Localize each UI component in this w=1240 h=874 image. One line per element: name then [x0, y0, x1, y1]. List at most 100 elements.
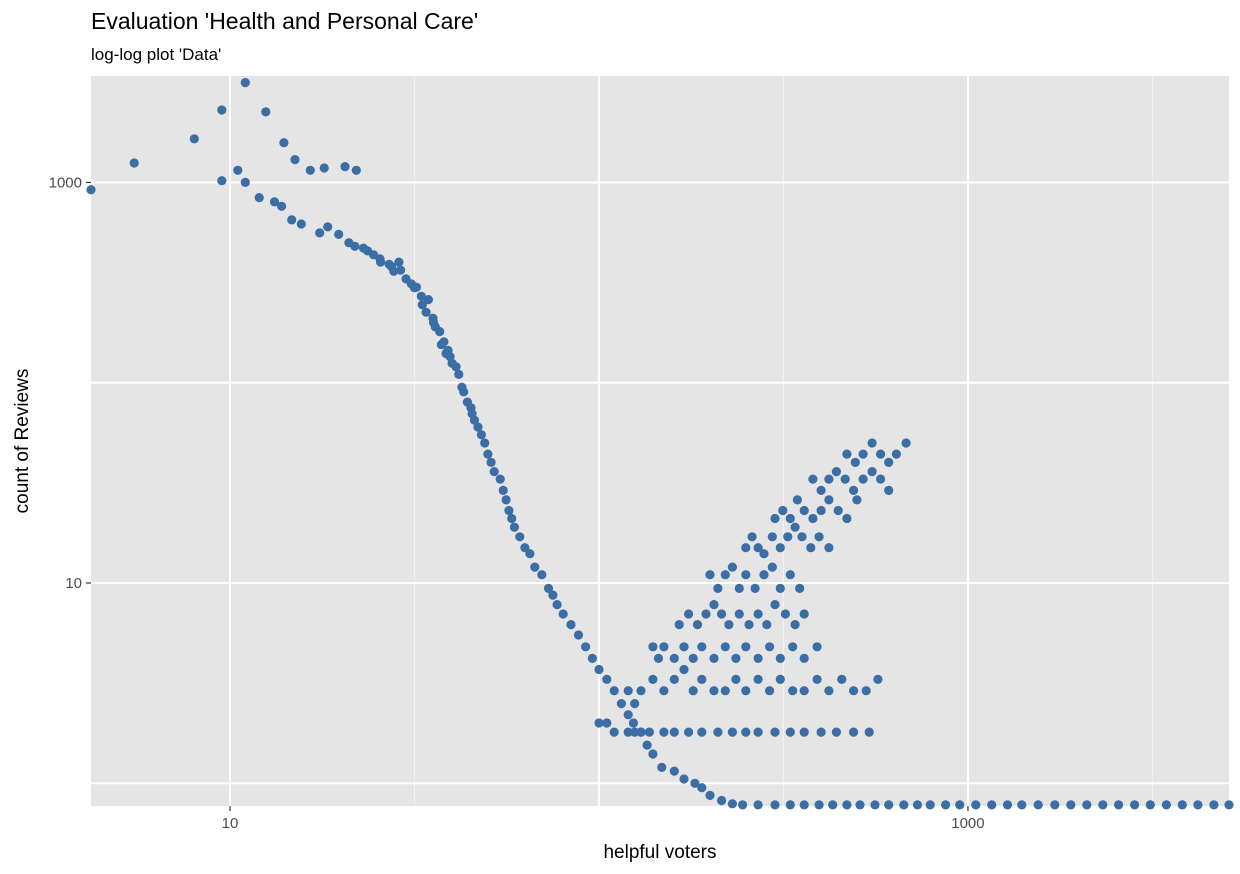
data-point — [684, 727, 694, 737]
data-point — [537, 570, 547, 580]
data-point — [642, 740, 652, 750]
data-point — [901, 438, 911, 448]
data-point — [688, 653, 698, 664]
data-point — [941, 800, 951, 810]
data-point — [566, 620, 576, 630]
data-point — [788, 642, 798, 652]
data-point — [814, 800, 824, 810]
data-point — [630, 699, 640, 709]
data-point — [319, 163, 329, 173]
data-point — [679, 774, 689, 784]
data-point — [679, 664, 689, 675]
data-point — [753, 800, 763, 810]
data-point — [423, 295, 433, 305]
data-point — [833, 505, 843, 516]
data-point — [581, 642, 591, 652]
data-point — [837, 674, 847, 685]
data-point — [435, 327, 445, 337]
data-point — [389, 266, 399, 276]
data-point — [609, 686, 619, 696]
axes: 10 1000 10 1000 — [49, 174, 985, 832]
x-tick-label: 10 — [222, 815, 239, 832]
data-point — [741, 642, 751, 652]
data-point — [705, 790, 715, 801]
data-point — [799, 727, 809, 737]
data-point — [785, 727, 795, 737]
data-point — [720, 570, 730, 580]
data-point — [770, 727, 780, 737]
y-axis-title: count of Reviews — [12, 369, 33, 514]
data-point — [501, 495, 511, 505]
data-point — [842, 513, 852, 524]
data-point — [473, 422, 483, 432]
data-point — [842, 800, 852, 810]
data-point — [323, 222, 333, 232]
data-point — [717, 609, 727, 619]
data-point — [778, 505, 788, 516]
data-point — [812, 674, 822, 685]
data-point — [189, 134, 199, 144]
data-point — [709, 653, 719, 664]
data-point — [648, 642, 658, 652]
data-point — [315, 228, 325, 238]
data-point — [411, 282, 421, 292]
data-point — [240, 177, 250, 187]
data-point — [861, 686, 871, 696]
data-point — [548, 590, 558, 600]
data-point — [738, 800, 748, 810]
data-point — [891, 449, 902, 459]
data-point — [636, 686, 646, 696]
data-point — [797, 532, 807, 542]
data-point — [623, 727, 633, 737]
data-point — [971, 800, 981, 810]
data-point — [659, 686, 669, 696]
data-point — [808, 474, 818, 484]
data-point — [741, 570, 751, 580]
data-point — [459, 387, 469, 397]
data-point — [753, 727, 763, 737]
data-point — [483, 449, 493, 459]
data-point — [653, 653, 664, 664]
chart-title: Evaluation 'Health and Personal Care' — [91, 8, 479, 34]
data-point — [697, 642, 707, 652]
data-point — [416, 291, 426, 301]
data-point — [753, 653, 763, 664]
data-point — [824, 474, 834, 484]
data-point — [396, 265, 406, 275]
data-point — [558, 609, 568, 619]
data-point — [741, 686, 751, 696]
data-point — [1082, 800, 1092, 810]
data-point — [657, 762, 667, 773]
data-point — [644, 727, 655, 737]
data-point — [824, 686, 834, 696]
data-point — [594, 664, 604, 675]
data-point — [720, 686, 730, 696]
data-point — [884, 800, 894, 810]
data-point — [855, 800, 865, 810]
data-point — [831, 727, 842, 737]
data-point — [709, 686, 719, 696]
data-point — [287, 215, 297, 225]
data-point — [770, 513, 780, 524]
data-point — [217, 176, 227, 186]
data-point — [741, 543, 751, 553]
data-point — [858, 449, 868, 459]
data-point — [669, 653, 679, 664]
data-point — [659, 727, 669, 737]
data-point — [269, 197, 280, 207]
data-point — [334, 229, 344, 239]
data-point — [692, 620, 703, 630]
data-point — [684, 609, 694, 619]
data-point — [808, 513, 818, 524]
data-point — [573, 630, 584, 640]
data-point — [439, 337, 449, 347]
data-point — [955, 800, 965, 810]
data-point — [340, 162, 350, 172]
data-point — [884, 457, 894, 467]
data-point — [849, 485, 859, 495]
data-point — [679, 642, 689, 652]
data-point — [1114, 800, 1124, 810]
data-point — [767, 562, 777, 572]
data-point — [876, 449, 886, 459]
